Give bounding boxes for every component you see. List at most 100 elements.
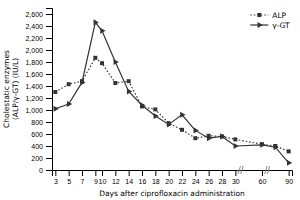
- point: [207, 135, 212, 141]
- x-tick: 24: [192, 170, 200, 185]
- y-tick-mark: [46, 26, 52, 27]
- y-tick-mark: [46, 86, 52, 87]
- x-axis: 357910121416182022242628306090: [53, 170, 294, 185]
- y-tick-label: 1,000: [25, 107, 43, 114]
- axis-break: [238, 166, 241, 174]
- point: [80, 79, 85, 85]
- x-tick-label: 9: [94, 178, 98, 185]
- point: [100, 61, 104, 65]
- axis-breaks: [238, 166, 270, 174]
- x-tick: 16: [139, 170, 147, 185]
- point: [193, 136, 197, 140]
- line: [55, 58, 288, 152]
- y-axis-line: [46, 9, 53, 171]
- axis-break: [265, 166, 268, 174]
- series: [53, 56, 290, 154]
- point: [194, 127, 199, 133]
- x-tick-label: 22: [179, 178, 187, 185]
- point: [260, 142, 265, 148]
- x-tick-mark: [169, 170, 170, 176]
- x-tick-mark: [182, 170, 183, 176]
- x-tick-label: 24: [192, 178, 200, 185]
- legend-label: γ-GT: [272, 21, 290, 30]
- x-tick: 3: [54, 170, 58, 185]
- x-tick-mark: [115, 170, 116, 176]
- y-tick-mark: [46, 74, 52, 75]
- y-tick: 1,000: [25, 107, 52, 114]
- y-tick: 1,800: [25, 59, 52, 66]
- point: [100, 28, 105, 34]
- y-tick-label: 600: [31, 131, 43, 138]
- y-tick-label: 1,800: [25, 59, 43, 66]
- x-tick-mark: [235, 170, 236, 176]
- point: [220, 133, 225, 139]
- x-tick-mark: [129, 170, 130, 176]
- y-tick-mark: [46, 38, 52, 39]
- y-tick: 0: [39, 167, 52, 174]
- x-tick-label: 26: [205, 178, 213, 185]
- axis-break: [267, 166, 270, 174]
- x-tick-mark: [195, 170, 196, 176]
- x-tick: 5: [67, 170, 71, 185]
- point: [234, 143, 239, 149]
- x-tick-mark: [209, 170, 210, 176]
- axis-break: [241, 166, 244, 174]
- point: [67, 82, 71, 86]
- x-tick: 14: [125, 170, 133, 185]
- point: [287, 149, 291, 153]
- x-tick-mark: [222, 170, 223, 176]
- x-tick: 7: [81, 170, 85, 185]
- x-tick-label: 12: [112, 178, 120, 185]
- point: [67, 101, 72, 107]
- x-tick-label: 14: [125, 178, 133, 185]
- x-tick-mark: [69, 170, 70, 176]
- x-tick-mark: [142, 170, 143, 176]
- x-tick: 22: [179, 170, 187, 185]
- series-group: [53, 19, 292, 165]
- y-tick-mark: [46, 134, 52, 135]
- x-axis-line: [53, 171, 293, 177]
- series: [54, 19, 292, 165]
- point: [233, 137, 237, 141]
- legend-item: ALP: [250, 11, 286, 20]
- y-tick: 600: [31, 131, 52, 138]
- y-tick: 2,600: [25, 11, 52, 18]
- x-tick-label: 16: [139, 178, 147, 185]
- point: [93, 56, 97, 60]
- x-tick-label: 18: [152, 178, 160, 185]
- y-tick-label: 0: [39, 167, 43, 174]
- point: [94, 19, 99, 25]
- y-tick: 2,000: [25, 47, 52, 54]
- y-tick-label: 2,600: [25, 11, 43, 18]
- y-tick: 1,400: [25, 83, 52, 90]
- y-tick-mark: [46, 110, 52, 111]
- y-tick: 200: [31, 155, 52, 162]
- x-tick-label: 30: [232, 178, 240, 185]
- y-tick-mark: [46, 50, 52, 51]
- x-tick-label: 28: [219, 178, 227, 185]
- x-tick: 12: [112, 170, 120, 185]
- plot: 3579101214161820222426283060900200400600…: [25, 9, 293, 185]
- y-axis: 02004006008001,0001,2001,4001,6001,8002,…: [25, 9, 52, 174]
- x-tick: 20: [165, 170, 173, 185]
- x-tick-mark: [289, 170, 290, 176]
- y-tick: 400: [31, 143, 52, 150]
- y-tick-label: 1,600: [25, 71, 43, 78]
- x-tick: 26: [205, 170, 213, 185]
- legend-item: γ-GT: [250, 21, 290, 30]
- y-tick-label: 1,400: [25, 83, 43, 90]
- legend: ALPγ-GT: [250, 11, 290, 30]
- x-tick-label: 60: [259, 178, 267, 185]
- y-tick-label: 400: [31, 143, 43, 150]
- x-tick-mark: [55, 170, 56, 176]
- point: [127, 88, 132, 94]
- y-tick-mark: [46, 62, 52, 63]
- x-tick: 9: [94, 170, 98, 185]
- legend-marker: [258, 22, 263, 28]
- legend-marker: [257, 13, 261, 17]
- x-tick-mark: [155, 170, 156, 176]
- x-tick-label: 90: [285, 178, 293, 185]
- x-tick-label: 20: [165, 178, 173, 185]
- y-tick: 1,200: [25, 95, 52, 102]
- legend-label: ALP: [272, 11, 286, 20]
